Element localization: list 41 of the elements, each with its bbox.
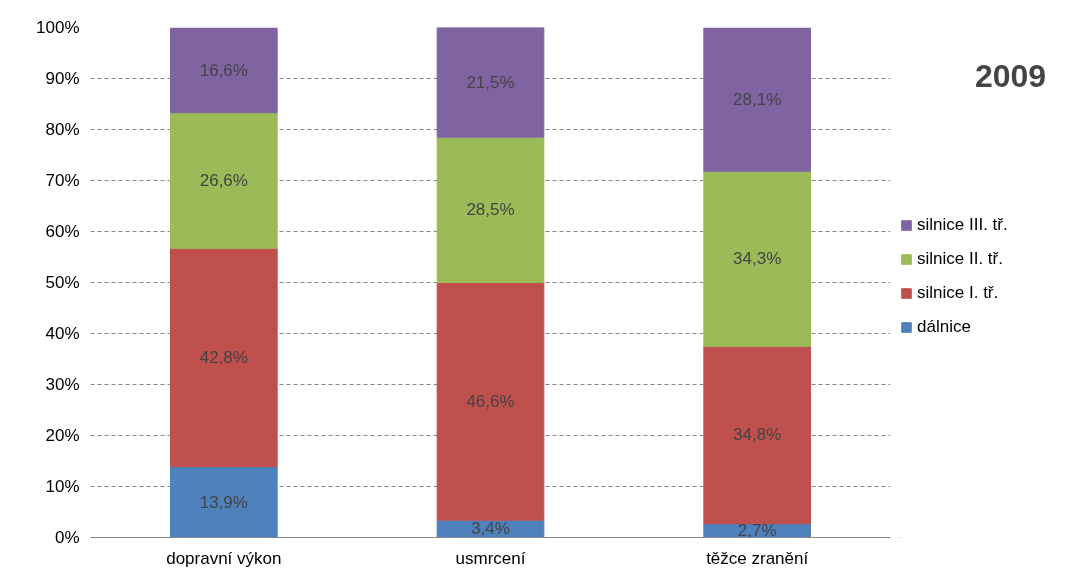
bar [170, 112, 278, 249]
y-tick-label: 0% [54, 528, 80, 547]
bar [703, 170, 811, 347]
legend-label: silnice III. tř. [917, 215, 1008, 235]
y-tick-label: 90% [45, 69, 80, 88]
legend-label: dálnice [917, 317, 971, 337]
data-label: 28,1% [733, 90, 782, 110]
data-label: 42,8% [199, 347, 248, 367]
data-label: 21,5% [466, 72, 515, 92]
data-label: 16,6% [199, 60, 248, 80]
bar [436, 27, 545, 138]
bar [170, 247, 278, 468]
x-tick-label: dopravní výkon [166, 548, 282, 568]
y-tick-label: 30% [45, 375, 80, 394]
text: 2009 [974, 57, 1047, 94]
y-tick-label: 50% [45, 273, 80, 292]
legend-label: silnice I. tř. [917, 283, 999, 303]
bar [436, 282, 545, 521]
bar [170, 466, 278, 538]
x-tick-label: těžce zranění [706, 548, 809, 568]
bar [170, 27, 278, 114]
legend-label: silnice II. tř. [917, 249, 1003, 269]
data-label: 34,3% [733, 249, 782, 269]
y-tick-label: 70% [45, 171, 80, 190]
y-tick-label: 100% [36, 18, 80, 37]
bar [703, 345, 811, 525]
data-label: 34,8% [733, 425, 782, 445]
data-label: 26,6% [199, 171, 248, 190]
y-tick-label: 10% [45, 477, 80, 496]
data-label: 2,7% [737, 521, 777, 541]
data-label: 3,4% [471, 519, 510, 539]
bar [703, 27, 811, 172]
data-label: 13,9% [199, 492, 248, 512]
data-label: 28,5% [466, 200, 515, 220]
y-tick-label: 60% [45, 222, 80, 241]
data-label: 46,6% [466, 391, 515, 411]
bar [436, 136, 545, 283]
x-tick-label: usmrcení [455, 548, 526, 568]
y-tick-label: 40% [45, 324, 80, 343]
y-tick-label: 20% [45, 426, 80, 445]
y-tick-label: 80% [45, 120, 80, 139]
